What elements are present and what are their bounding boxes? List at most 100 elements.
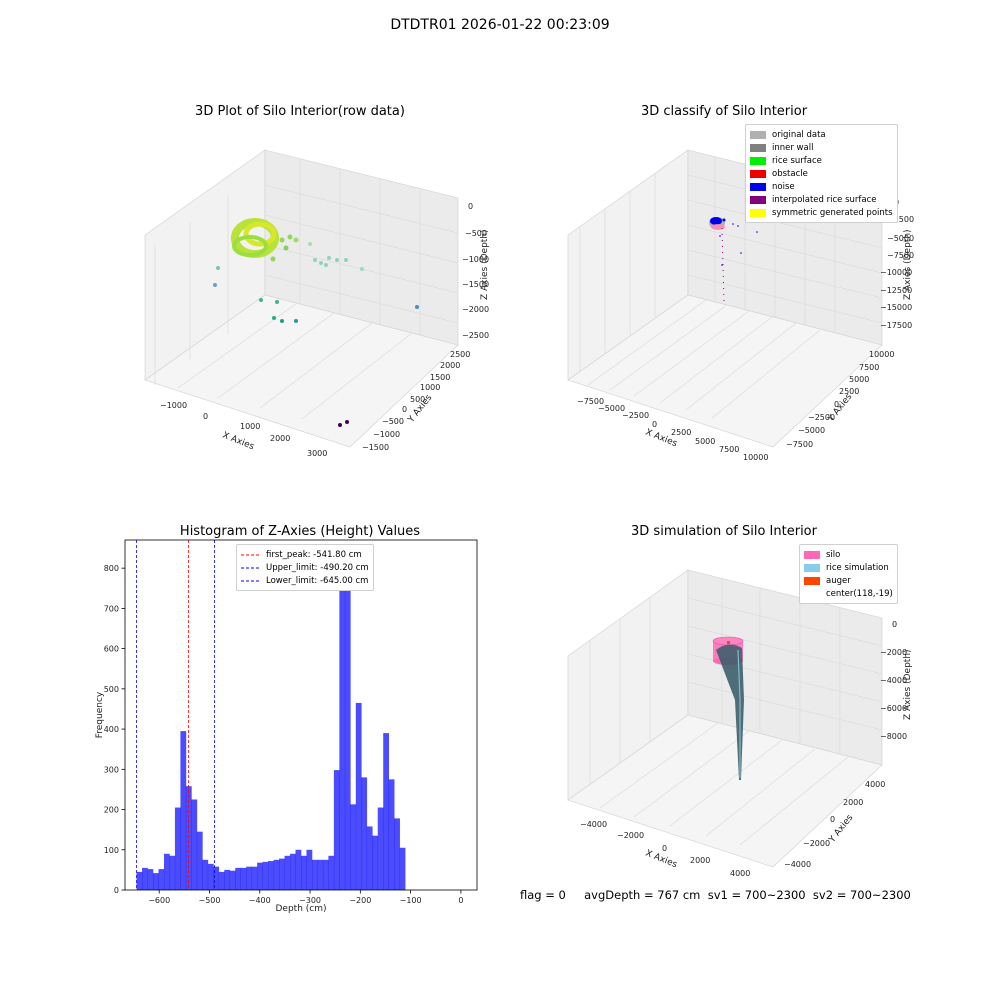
classify3d-ytick: 5000 <box>849 375 869 384</box>
raw3d-zlabel: Z Axies (Depth) <box>480 229 490 300</box>
raw3d-ytick: −500 <box>382 417 404 426</box>
histogram-xticks: −600 −500 −400 −300 −200 −100 0 <box>148 890 463 905</box>
raw3d-ztick: −2500 <box>462 331 489 340</box>
sim3d-legend: silo rice simulation auger center(118,-1… <box>799 544 898 604</box>
legend-dash-blue <box>241 580 261 581</box>
histogram-ytick-label: 0 <box>114 886 119 895</box>
histogram-bar <box>153 873 159 890</box>
legend-swatch <box>750 156 766 165</box>
histogram-legend: first_peak: -541.80 cm Upper_limit: -490… <box>236 544 374 591</box>
legend-swatch <box>804 563 820 572</box>
legend-item-lower-limit: Lower_limit: -645.00 cm <box>241 574 369 587</box>
histogram-bar <box>251 866 258 890</box>
classify3d-tick-labels: −7500 −5000 −2500 0 2500 5000 7500 10000… <box>577 198 914 462</box>
histogram-bar <box>279 858 285 890</box>
legend-swatch <box>750 195 766 204</box>
histogram-bar <box>218 871 225 890</box>
legend-item-noise: noise <box>750 180 893 193</box>
legend-swatch <box>804 576 820 585</box>
raw3d-xtick: 1000 <box>240 422 260 431</box>
histogram-bar <box>180 731 187 890</box>
legend-label: center(118,-19) <box>826 588 893 599</box>
sim3d-xtick: 2000 <box>690 856 710 865</box>
raw3d-ylabel: Y Axies <box>406 393 435 426</box>
histogram-bar <box>317 859 324 890</box>
histogram-bar <box>311 859 318 890</box>
classify3d-xtick: −2500 <box>622 411 649 420</box>
legend-swatch <box>750 169 766 178</box>
raw3d-xtick: 0 <box>203 412 208 421</box>
histogram-bar <box>246 866 252 890</box>
raw3d-xtick: −1000 <box>160 401 187 410</box>
sim3d-title: 3D simulation of Silo Interior <box>631 524 817 539</box>
histogram-xtick-label: −500 <box>198 896 220 905</box>
status-footer: flag = 0 avgDepth = 767 cm sv1 = 700~230… <box>520 888 911 902</box>
legend-item-auger: auger <box>804 574 893 587</box>
raw3d-ztick: −500 <box>465 229 487 238</box>
histogram-bar <box>284 855 291 890</box>
histogram-ytick-label: 800 <box>104 564 119 573</box>
classify3d-ztick: −17500 <box>880 321 912 330</box>
raw3d-ytick: 2500 <box>450 350 470 359</box>
raw3d-ztick: −2000 <box>462 305 489 314</box>
histogram-bar <box>344 556 351 890</box>
sim3d-ztick: −6000 <box>880 704 907 713</box>
sim3d-axes-box <box>567 569 883 868</box>
histogram-ytick-label: 100 <box>104 846 119 855</box>
histogram-xtick-label: −400 <box>249 896 271 905</box>
legend-swatch <box>750 208 766 217</box>
legend-item-obstacle: obstacle <box>750 167 893 180</box>
histogram-bar <box>268 861 274 890</box>
raw3d-xtick: 2000 <box>270 434 290 443</box>
histogram-bar <box>142 867 148 890</box>
legend-swatch <box>750 143 766 152</box>
histogram-bar <box>158 869 165 890</box>
raw3d-ztick: 0 <box>468 202 473 211</box>
legend-label: auger <box>826 575 851 586</box>
histogram-bar <box>290 853 296 890</box>
histogram-yticks: 0 100 200 300 400 500 600 700 800 <box>104 564 125 895</box>
histogram-bar <box>350 804 357 890</box>
histogram-bar <box>377 807 384 890</box>
histogram-xtick-label: −600 <box>148 896 170 905</box>
classify3d-xtick: 7500 <box>719 445 739 454</box>
histogram-ytick-label: 600 <box>104 645 119 654</box>
legend-swatch <box>750 130 766 139</box>
legend-item-rice-simulation: rice simulation <box>804 561 893 574</box>
histogram-bar <box>224 869 231 890</box>
sim3d-ztick: −8000 <box>880 732 907 741</box>
classify3d-ylabel: Y Axies <box>826 392 855 425</box>
raw3d-xtick: 3000 <box>307 449 327 458</box>
histogram-frame <box>124 539 478 891</box>
sim3d-xtick: −4000 <box>580 820 607 829</box>
histogram-bar <box>257 862 263 890</box>
classify3d-ztick: −5000 <box>887 234 914 243</box>
raw3d-ytick: −1500 <box>362 443 389 452</box>
histogram-bar <box>235 867 242 890</box>
histogram-bar <box>339 590 346 890</box>
raw3d-xlabel: X Axies <box>221 431 256 453</box>
legend-item-center: center(118,-19) <box>804 587 893 600</box>
legend-item-rice-surface: rice surface <box>750 154 893 167</box>
histogram-bar <box>399 847 406 890</box>
raw3d-ytick: 500 <box>410 395 425 404</box>
raw3d-title: 3D Plot of Silo Interior(row data) <box>195 104 405 119</box>
classify3d-xtick: 0 <box>652 420 657 429</box>
histogram-bar <box>388 779 395 890</box>
sim3d-ylabel: Y Axies <box>827 813 856 846</box>
histogram-ytick-label: 400 <box>104 725 119 734</box>
classify3d-points <box>709 217 758 303</box>
figure-suptitle: DTDTR01 2026-01-22 00:23:09 <box>390 17 610 33</box>
raw3d-ytick: −1000 <box>373 430 400 439</box>
legend-swatch <box>804 550 820 559</box>
sim3d-xtick: −2000 <box>617 831 644 840</box>
legend-dash-red <box>241 554 261 555</box>
histogram-bar <box>333 770 340 890</box>
classify3d-zlabel: Z Axies (Depth) <box>903 229 913 300</box>
sim3d-tick-labels: −4000 −2000 0 2000 4000 4000 2000 0 −200… <box>580 620 907 878</box>
histogram-bar <box>229 870 236 890</box>
histogram-bar <box>202 859 209 890</box>
histogram-xtick-label: −300 <box>299 896 321 905</box>
histogram-bar <box>196 831 203 890</box>
classify3d-xtick: 10000 <box>743 453 768 462</box>
